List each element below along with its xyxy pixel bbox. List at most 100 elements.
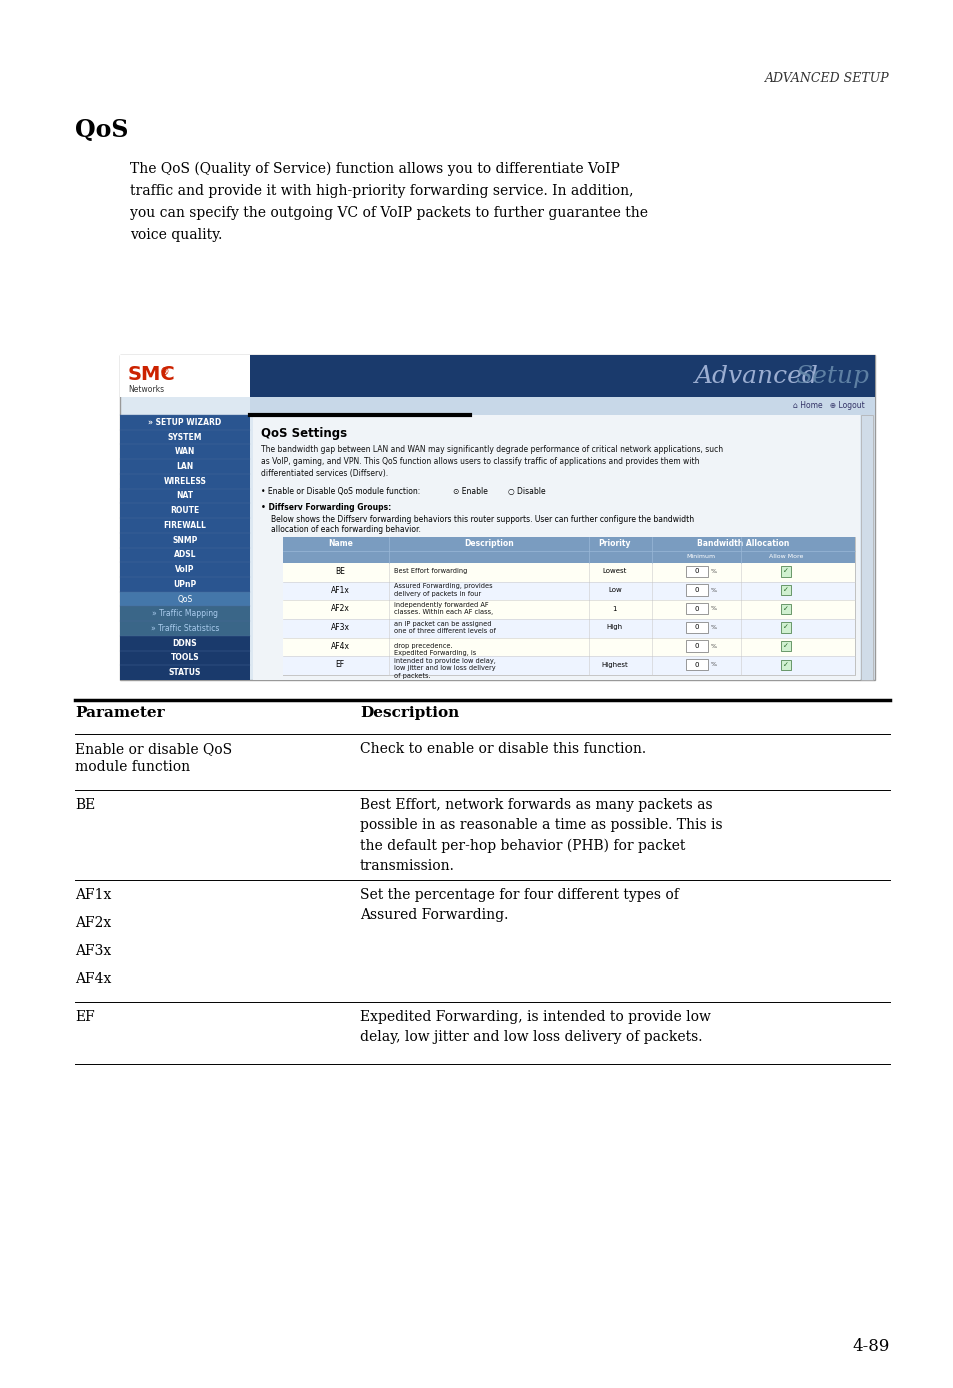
Bar: [120, 577, 250, 591]
Bar: [781, 604, 791, 613]
Text: Below shows the Diffserv forwarding behaviors this router supports. User can fur: Below shows the Diffserv forwarding beha…: [271, 515, 694, 525]
Bar: [120, 518, 250, 533]
Text: you can specify the outgoing VC of VoIP packets to further guarantee the: you can specify the outgoing VC of VoIP …: [130, 205, 647, 221]
Text: Description: Description: [359, 706, 458, 720]
Text: Expedited Forwarding, is
intended to provide low delay,
low jitter and low loss : Expedited Forwarding, is intended to pro…: [394, 651, 495, 679]
Bar: [685, 640, 707, 652]
Text: TOOLS: TOOLS: [171, 654, 199, 662]
Bar: [283, 619, 854, 637]
Bar: [283, 564, 854, 582]
Text: 0: 0: [694, 605, 699, 612]
Text: drop precedence.: drop precedence.: [394, 643, 452, 650]
Bar: [120, 636, 250, 651]
Text: Networks: Networks: [128, 384, 164, 394]
Text: VoIP: VoIP: [175, 565, 194, 575]
Text: ✓: ✓: [782, 605, 788, 612]
Bar: [120, 473, 250, 489]
Text: 4-89: 4-89: [852, 1338, 889, 1355]
Bar: [685, 659, 707, 670]
Text: Expedited Forwarding, is intended to provide low
delay, low jitter and low loss : Expedited Forwarding, is intended to pro…: [359, 1010, 710, 1044]
Bar: [120, 547, 250, 562]
Bar: [283, 537, 854, 675]
Bar: [120, 415, 250, 430]
Text: BE: BE: [75, 798, 95, 812]
Text: AF4x: AF4x: [331, 641, 350, 651]
Text: Set the percentage for four different types of
Assured Forwarding.: Set the percentage for four different ty…: [359, 888, 679, 922]
Text: SYSTEM: SYSTEM: [168, 433, 202, 441]
Text: Priority: Priority: [598, 540, 630, 548]
Text: 0: 0: [694, 587, 699, 593]
Text: independently forwarded AF
classes. Within each AF class,: independently forwarded AF classes. With…: [394, 602, 493, 615]
Text: Low: Low: [607, 587, 621, 593]
Text: ✓: ✓: [782, 587, 788, 593]
Text: • Diffserv Forwarding Groups:: • Diffserv Forwarding Groups:: [261, 502, 391, 512]
Bar: [120, 355, 250, 397]
Bar: [283, 582, 854, 601]
Text: Enable or disable QoS: Enable or disable QoS: [75, 743, 232, 756]
Text: » SETUP WIZARD: » SETUP WIZARD: [149, 418, 221, 428]
Text: NAT: NAT: [176, 491, 193, 501]
Text: 0: 0: [694, 643, 699, 650]
Bar: [283, 601, 854, 619]
Text: 0: 0: [694, 662, 699, 668]
Bar: [685, 622, 707, 633]
Bar: [250, 397, 874, 415]
Bar: [120, 665, 250, 680]
Bar: [120, 591, 250, 607]
Text: ○ Disable: ○ Disable: [507, 487, 545, 496]
Text: Advanced: Advanced: [695, 365, 818, 389]
Text: AF2x: AF2x: [331, 604, 349, 613]
Text: • Enable or Disable QoS module function:: • Enable or Disable QoS module function:: [261, 487, 420, 496]
Text: module function: module function: [75, 761, 190, 775]
Text: » Traffic Statistics: » Traffic Statistics: [151, 625, 219, 633]
Text: AF2x: AF2x: [75, 916, 112, 930]
Bar: [250, 355, 874, 397]
Text: Lowest: Lowest: [602, 569, 626, 575]
Text: %: %: [710, 662, 716, 668]
Text: ADVANCED SETUP: ADVANCED SETUP: [764, 72, 889, 85]
Text: Description: Description: [463, 540, 514, 548]
Bar: [120, 444, 250, 459]
Text: AF1x: AF1x: [75, 888, 112, 902]
Text: %: %: [710, 569, 716, 573]
Text: High: High: [606, 625, 622, 630]
Text: QoS Settings: QoS Settings: [261, 428, 347, 440]
Bar: [120, 459, 250, 473]
Text: 0: 0: [694, 569, 699, 575]
Bar: [120, 607, 250, 620]
Text: voice quality.: voice quality.: [130, 228, 222, 242]
Text: ADSL: ADSL: [173, 551, 196, 559]
Text: ✓: ✓: [782, 662, 788, 668]
Text: an IP packet can be assigned
one of three different levels of: an IP packet can be assigned one of thre…: [394, 620, 496, 634]
Text: The bandwidth gap between LAN and WAN may significantly degrade performance of c: The bandwidth gap between LAN and WAN ma…: [261, 446, 722, 477]
Text: Highest: Highest: [600, 662, 627, 668]
Text: Setup: Setup: [794, 365, 868, 389]
Bar: [781, 622, 791, 633]
Text: Best Effort, network forwards as many packets as
possible in as reasonable a tim: Best Effort, network forwards as many pa…: [359, 798, 721, 873]
Text: Name: Name: [328, 540, 353, 548]
Text: ⌂ Home   ⊕ Logout: ⌂ Home ⊕ Logout: [792, 401, 864, 409]
Bar: [283, 537, 854, 564]
Text: SNMP: SNMP: [172, 536, 197, 544]
Text: AF4x: AF4x: [75, 972, 112, 985]
Bar: [120, 562, 250, 577]
Text: EF: EF: [335, 661, 344, 669]
Text: Bandwidth Allocation: Bandwidth Allocation: [697, 540, 789, 548]
Text: ROUTE: ROUTE: [171, 507, 199, 515]
Text: traffic and provide it with high-priority forwarding service. In addition,: traffic and provide it with high-priorit…: [130, 185, 633, 198]
Bar: [283, 657, 854, 675]
Text: BE: BE: [335, 566, 345, 576]
Text: %: %: [710, 625, 716, 630]
Text: QoS: QoS: [177, 594, 193, 604]
Text: ✓: ✓: [782, 625, 788, 630]
Bar: [120, 533, 250, 547]
Text: %: %: [710, 607, 716, 611]
Text: SMC: SMC: [128, 365, 175, 384]
Text: ®: ®: [160, 366, 170, 378]
Bar: [283, 637, 854, 657]
Text: AF3x: AF3x: [331, 623, 350, 632]
Text: AF3x: AF3x: [75, 944, 112, 958]
Bar: [685, 604, 707, 615]
Text: %: %: [710, 587, 716, 593]
Text: QoS: QoS: [75, 118, 129, 142]
